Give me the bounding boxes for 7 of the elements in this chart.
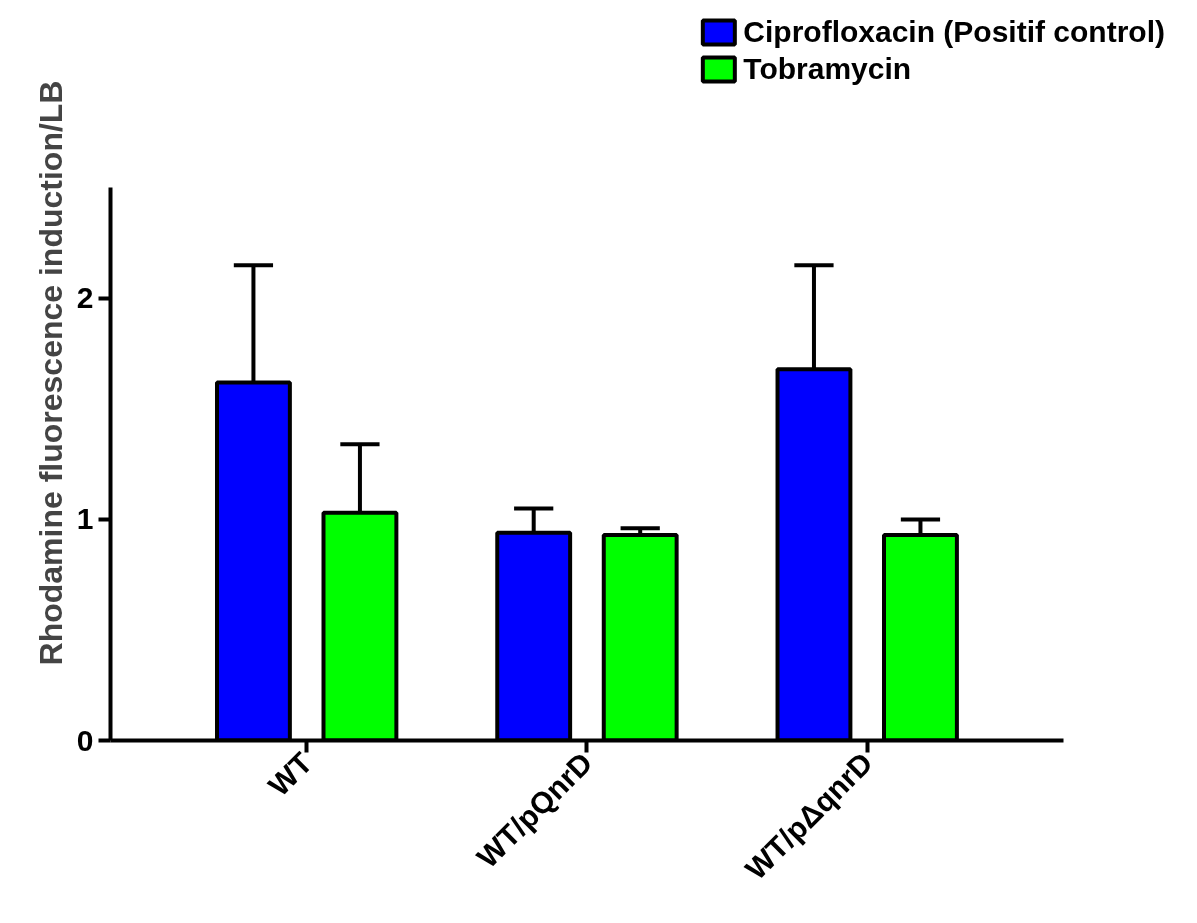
y-axis-title: Rhodamine fluorescence induction/LB [32, 80, 69, 666]
y-tick-label: 0 [76, 723, 94, 757]
x-tick-label: WT [262, 745, 319, 803]
y-tick-label: 2 [76, 281, 94, 315]
legend-label: Ciprofloxacin (Positif control) [743, 15, 1165, 49]
y-tick-label: 1 [76, 502, 94, 536]
legend-label: Tobramycin [743, 52, 912, 86]
